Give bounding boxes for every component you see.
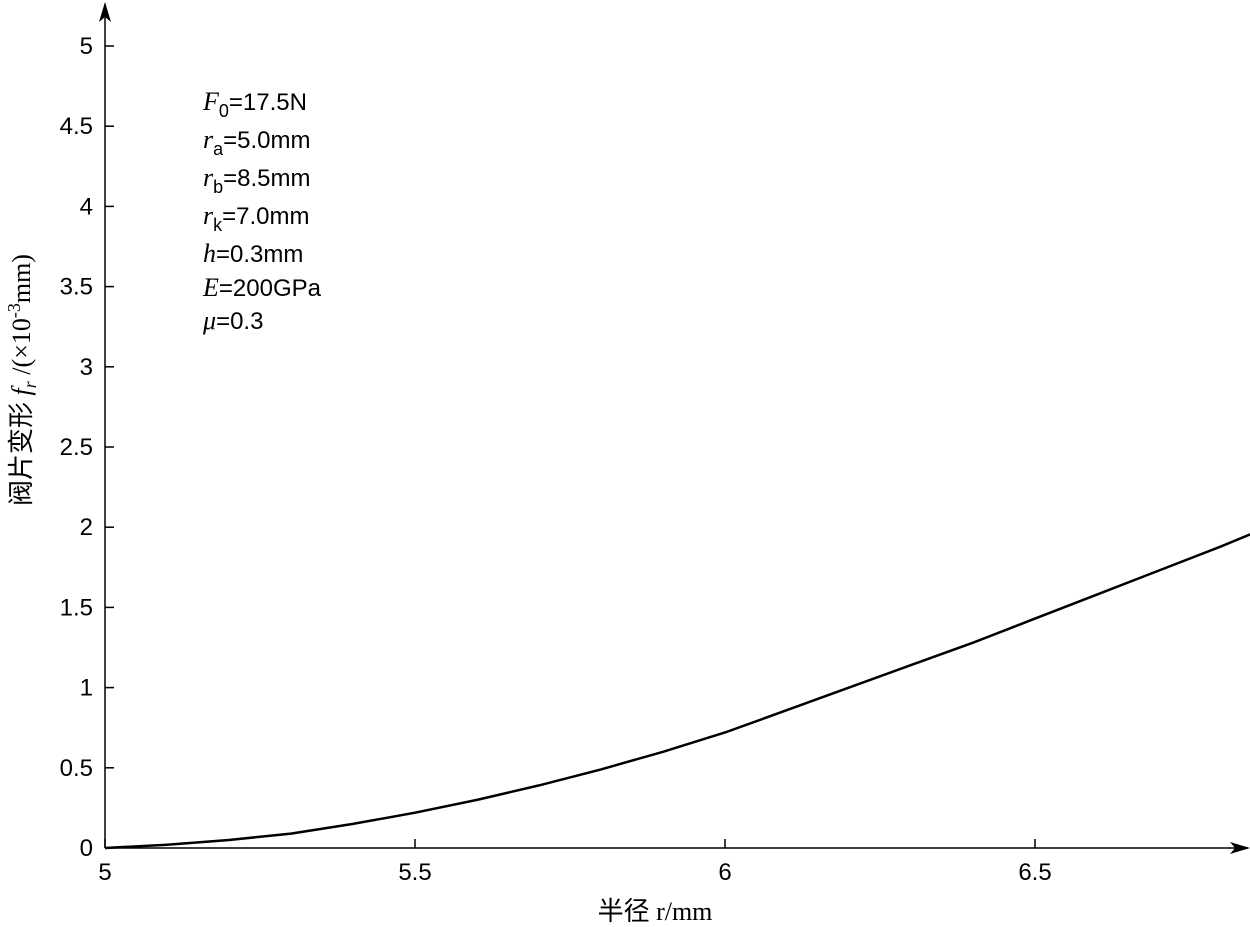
- y-tick-label: 4: [80, 193, 93, 220]
- parameter-label: F0=17.5N: [202, 87, 307, 121]
- y-tick-label: 1.5: [60, 594, 93, 621]
- y-tick-label: 3.5: [60, 274, 93, 301]
- y-tick-label: 0: [80, 835, 93, 862]
- parameter-annotations: F0=17.5N ra=5.0mm rb=8.5mm rk=7.0mm h=0.3mm E…: [202, 87, 322, 335]
- parameter-label: ra=5.0mm: [203, 125, 311, 159]
- series: [104, 533, 1250, 850]
- y-tick-label: 2.5: [60, 434, 93, 461]
- parameter-label: μ=0.3: [202, 306, 263, 335]
- x-axis-ticks: 55.566.577.588.5: [98, 839, 1052, 886]
- x-tick-label: 5.5: [398, 859, 431, 886]
- parameter-label: E=200GPa: [202, 273, 322, 302]
- parameter-label: h=0.3mm: [203, 239, 303, 268]
- deformation-curve: [104, 533, 1250, 850]
- y-axis-ticks: 0 0.5 1 1.5 2 2.5 3 3.5 4 4.5 5: [60, 33, 114, 862]
- axes: [99, 2, 1250, 854]
- x-tick-label: 5: [98, 859, 111, 886]
- parameter-label: rb=8.5mm: [203, 163, 311, 197]
- x-axis-title: 半径 r/mm: [598, 897, 713, 926]
- x-tick-label: 6.5: [1018, 859, 1051, 886]
- y-tick-label: 0.5: [60, 755, 93, 782]
- y-tick-label: 5: [80, 33, 93, 60]
- y-tick-label: 2: [80, 514, 93, 541]
- x-tick-label: 6: [718, 859, 731, 886]
- y-tick-label: 3: [80, 354, 93, 381]
- y-axis-title: 阀片变形 fr /(×10-3mm): [4, 254, 40, 506]
- parameter-label: rk=7.0mm: [203, 201, 310, 235]
- y-tick-label: 1: [80, 675, 93, 702]
- y-tick-label: 4.5: [60, 113, 93, 140]
